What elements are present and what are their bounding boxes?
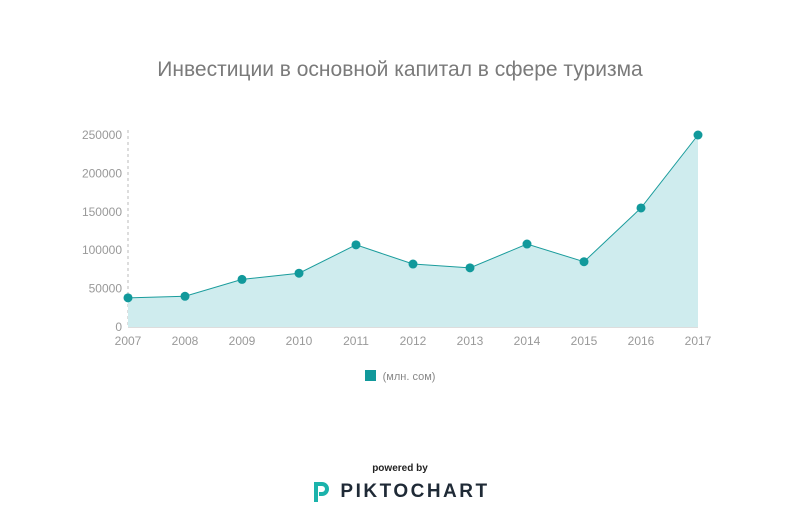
x-tick-label: 2010 — [286, 334, 313, 348]
x-tick-label: 2011 — [343, 334, 369, 348]
data-point-2017 — [693, 130, 703, 140]
y-tick-label: 0 — [115, 320, 122, 334]
x-tick-label: 2016 — [628, 334, 655, 348]
legend: (млн. сом) — [0, 370, 800, 383]
data-point-2007 — [123, 293, 133, 303]
x-tick-label: 2013 — [457, 334, 484, 348]
x-tick-label: 2015 — [571, 334, 598, 348]
x-tick-label: 2009 — [229, 334, 256, 348]
data-point-2013 — [465, 263, 475, 273]
piktochart-logo: PIKTOCHART — [0, 480, 800, 504]
x-tick-label: 2017 — [685, 334, 712, 348]
data-point-2016 — [636, 203, 646, 213]
y-tick-label: 50000 — [89, 282, 123, 296]
y-tick-label: 250000 — [82, 128, 122, 142]
x-tick-label: 2014 — [514, 334, 541, 348]
data-point-2012 — [408, 259, 418, 269]
x-tick-label: 2008 — [172, 334, 199, 348]
chart-title: Инвестиции в основной капитал в сфере ту… — [157, 58, 643, 81]
data-point-2010 — [294, 268, 304, 278]
y-tick-label: 150000 — [82, 205, 122, 219]
data-point-2009 — [237, 274, 247, 284]
x-tick-label: 2012 — [400, 334, 427, 348]
brand-name: PIKTOCHART — [340, 481, 490, 502]
legend-label: (млн. сом) — [382, 371, 436, 383]
piktochart-p-icon — [314, 482, 330, 502]
x-tick-label: 2007 — [115, 334, 142, 348]
data-point-2011 — [351, 240, 361, 250]
data-point-2014 — [522, 239, 532, 249]
area-fill — [128, 135, 698, 327]
data-point-2015 — [579, 257, 589, 267]
data-point-2008 — [180, 291, 190, 301]
y-tick-label: 200000 — [82, 166, 122, 180]
y-tick-label: 100000 — [82, 243, 122, 257]
powered-by-label: powered by — [372, 463, 428, 474]
legend-swatch — [364, 370, 376, 381]
